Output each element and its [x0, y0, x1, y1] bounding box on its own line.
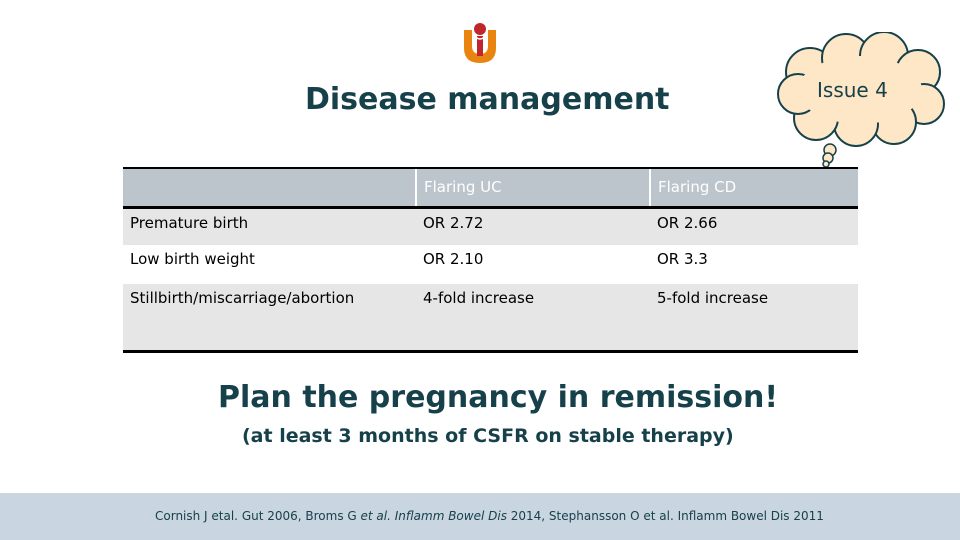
key-message-subline: (at least 3 months of CSFR on stable the…	[242, 425, 734, 447]
thought-cloud-badge	[777, 32, 945, 168]
uc-value-cell: OR 2.10	[416, 245, 650, 284]
reference-italic-part: et al. Inflamm Bowel Dis	[360, 509, 507, 523]
cd-value-cell: OR 2.66	[650, 207, 858, 245]
cd-value-cell: OR 3.3	[650, 245, 858, 284]
reference-part: Cornish J etal. Gut 2006, Broms G	[155, 509, 361, 523]
header-cell-empty	[123, 167, 416, 209]
uc-value-cell: 4-fold increase	[416, 284, 650, 353]
issue-badge-label: Issue 4	[817, 78, 888, 102]
outcome-cell: Stillbirth/miscarriage/abortion	[123, 284, 416, 353]
uc-value-cell: OR 2.72	[416, 207, 650, 245]
cd-value-cell: 5-fold increase	[650, 284, 858, 353]
table-row: Low birth weight OR 2.10 OR 3.3	[123, 245, 858, 284]
table-row: Premature birth OR 2.72 OR 2.66	[123, 207, 858, 245]
organization-logo	[464, 23, 496, 63]
references-text: Cornish J etal. Gut 2006, Broms G et al.…	[155, 509, 824, 523]
footer-bar	[0, 493, 960, 540]
slide-title: Disease management	[305, 82, 670, 117]
header-cell-flaring-cd: Flaring CD	[649, 167, 858, 209]
table-header-row: Flaring UC Flaring CD	[123, 167, 858, 209]
outcome-cell: Low birth weight	[123, 245, 416, 284]
reference-part: 2014, Stephansson O et al. Inflamm Bowel…	[506, 509, 824, 523]
header-cell-flaring-uc: Flaring UC	[415, 167, 650, 209]
risk-table: Flaring UC Flaring CD Premature birth OR…	[123, 167, 858, 353]
outcome-cell: Premature birth	[123, 207, 416, 245]
table-row: Stillbirth/miscarriage/abortion 4-fold i…	[123, 284, 858, 353]
key-message-headline: Plan the pregnancy in remission!	[218, 380, 779, 415]
